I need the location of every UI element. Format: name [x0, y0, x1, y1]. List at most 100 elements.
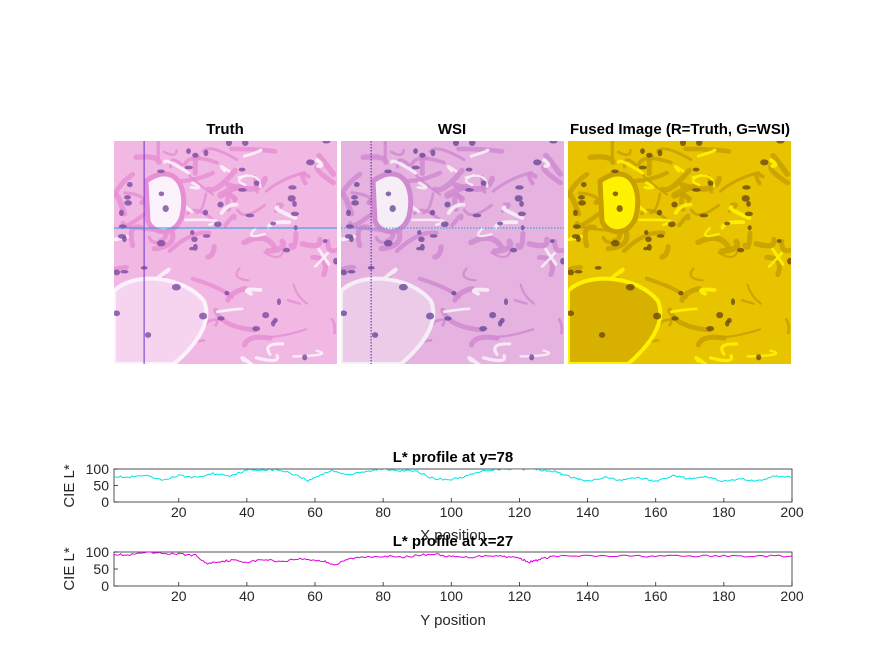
cell-nucleus — [657, 210, 662, 216]
tissue-gap — [544, 160, 548, 166]
cell-nucleus — [700, 214, 709, 218]
vessel-lumen — [373, 174, 411, 232]
cell-nucleus — [692, 188, 701, 192]
cell-nucleus — [441, 221, 449, 227]
y-profile-xlabel: Y position — [420, 612, 486, 629]
cell-nucleus — [199, 313, 207, 320]
x-tick-label: 60 — [307, 504, 323, 520]
cell-nucleus — [742, 195, 750, 202]
y-tick-label: 100 — [86, 544, 110, 560]
cell-nucleus — [292, 201, 297, 207]
cell-nucleus — [756, 354, 761, 360]
cell-nucleus — [453, 139, 459, 146]
cell-nucleus — [157, 170, 165, 174]
x-tick-label: 100 — [440, 588, 464, 604]
x-tick-label: 160 — [644, 504, 668, 520]
y-tick-label: 0 — [101, 494, 109, 510]
cell-nucleus — [567, 310, 574, 316]
cell-nucleus — [668, 221, 676, 227]
y-tick-label: 100 — [86, 461, 110, 477]
cell-nucleus — [390, 205, 396, 212]
x-tick-label: 200 — [780, 504, 804, 520]
cell-nucleus — [120, 270, 128, 274]
cell-nucleus — [444, 202, 450, 208]
cell-nucleus — [224, 291, 229, 295]
cell-nucleus — [658, 150, 663, 157]
cell-nucleus — [657, 234, 665, 237]
cell-nucleus — [639, 166, 647, 170]
vessel-lumen — [600, 174, 638, 232]
cell-nucleus — [742, 185, 750, 189]
cell-nucleus — [519, 201, 524, 207]
cell-nucleus — [640, 148, 645, 154]
cell-nucleus — [239, 168, 246, 172]
cell-nucleus — [568, 270, 575, 276]
cell-nucleus — [746, 201, 751, 207]
y-tick-label: 0 — [101, 578, 109, 594]
cell-nucleus — [617, 205, 623, 212]
x-tick-label: 180 — [712, 588, 736, 604]
cell-nucleus — [466, 168, 473, 172]
cell-nucleus — [203, 234, 211, 237]
wsi-image — [318, 139, 573, 368]
cell-nucleus — [760, 159, 768, 165]
cell-nucleus — [413, 148, 418, 154]
cell-nucleus — [653, 313, 661, 320]
cell-nucleus — [489, 312, 496, 318]
cell-nucleus — [114, 270, 121, 276]
cell-nucleus — [341, 270, 348, 276]
x-tick-label: 40 — [239, 588, 255, 604]
x-tick-label: 60 — [307, 588, 323, 604]
cell-nucleus — [671, 202, 677, 208]
cell-nucleus — [122, 236, 127, 242]
cell-nucleus — [550, 239, 555, 243]
cell-nucleus — [386, 191, 391, 196]
cell-nucleus — [426, 313, 434, 320]
cell-nucleus — [626, 284, 635, 291]
cell-nucleus — [645, 237, 651, 242]
cell-nucleus — [708, 180, 714, 185]
cell-nucleus — [191, 237, 197, 242]
cell-nucleus — [349, 236, 354, 242]
cell-nucleus — [124, 195, 131, 199]
cell-nucleus — [323, 239, 328, 243]
cell-nucleus — [119, 210, 124, 216]
tissue-fiber — [422, 157, 425, 174]
cell-nucleus — [159, 191, 164, 196]
cell-nucleus — [504, 298, 508, 305]
cell-nucleus — [611, 240, 620, 246]
x-tick-label: 40 — [239, 504, 255, 520]
tissue-fiber — [649, 157, 652, 174]
x-tick-label: 140 — [576, 588, 600, 604]
cell-nucleus — [288, 185, 296, 189]
cell-nucleus — [186, 148, 191, 154]
cell-nucleus — [560, 258, 565, 265]
cell-nucleus — [203, 210, 208, 216]
cell-nucleus — [465, 188, 474, 192]
cell-nucleus — [340, 310, 347, 316]
cell-nucleus — [399, 284, 408, 291]
cell-nucleus — [693, 168, 700, 172]
cell-nucleus — [646, 153, 652, 158]
x-tick-label: 80 — [375, 504, 391, 520]
cell-nucleus — [226, 139, 232, 146]
cell-nucleus — [777, 239, 782, 243]
cell-nucleus — [611, 170, 619, 174]
cell-nucleus — [578, 200, 586, 205]
cell-nucleus — [498, 320, 502, 326]
cell-nucleus — [252, 326, 260, 331]
cell-nucleus — [172, 284, 181, 291]
cell-nucleus — [473, 214, 482, 218]
wsi-image-title: WSI — [438, 121, 466, 138]
cell-nucleus — [680, 139, 686, 146]
cell-nucleus — [189, 247, 194, 250]
cell-nucleus — [419, 153, 425, 158]
cell-nucleus — [418, 237, 424, 242]
cell-nucleus — [412, 166, 420, 170]
y-tick-label: 50 — [93, 478, 109, 494]
cell-nucleus — [481, 180, 487, 185]
tissue-fiber — [195, 157, 198, 174]
cell-nucleus — [354, 182, 360, 187]
fused-image — [545, 139, 800, 368]
